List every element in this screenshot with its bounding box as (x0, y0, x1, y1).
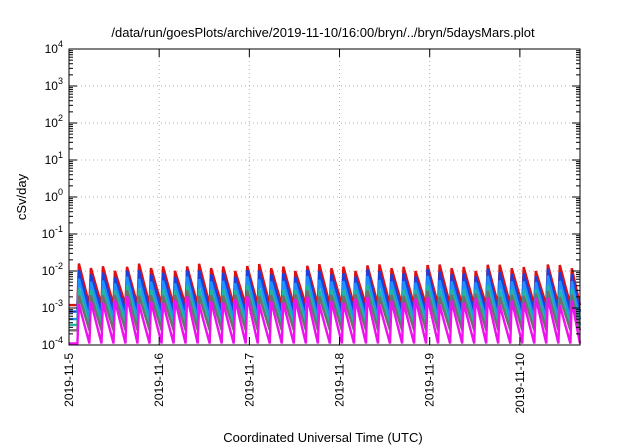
y-tick-label: 101 (45, 150, 63, 167)
series-line-4 (69, 284, 582, 327)
y-tick-label: 104 (45, 39, 63, 56)
y-tick-label: 10-1 (42, 224, 63, 241)
x-tick-label: 2019-11-6 (152, 353, 166, 407)
y-axis: 10-4 10-3 10-2 10-1 100 101 102 103 104 (42, 39, 580, 352)
x-tick-label: 2019-11-9 (423, 353, 437, 407)
series-line-5 (69, 290, 582, 332)
series-line-1 (69, 263, 582, 307)
series-group (69, 263, 582, 345)
y-tick-label: 103 (45, 76, 63, 93)
series-line-2 (69, 268, 582, 313)
y-tick-label: 100 (45, 187, 63, 204)
x-tick-label: 2019-11-8 (333, 353, 347, 407)
y-axis-label: cSv/day (14, 173, 29, 220)
y-tick-label: 102 (45, 113, 63, 130)
grid (69, 49, 580, 345)
x-tick-label: 2019-11-10 (513, 353, 527, 414)
y-tick-label: 10-4 (42, 335, 63, 352)
y-tick-label: 10-2 (42, 261, 63, 278)
x-axis: 2019-11-5 2019-11-6 2019-11-7 2019-11-8 2019… (62, 49, 527, 414)
series-line-3 (69, 275, 582, 321)
y-tick-label: 10-3 (42, 298, 63, 315)
series-line-6 (69, 295, 582, 345)
x-tick-label: 2019-11-7 (242, 353, 256, 407)
x-axis-label: Coordinated Universal Time (UTC) (223, 430, 422, 445)
chart-title: /data/run/goesPlots/archive/2019-11-10/1… (111, 25, 535, 40)
x-tick-label: 2019-11-5 (62, 353, 76, 407)
